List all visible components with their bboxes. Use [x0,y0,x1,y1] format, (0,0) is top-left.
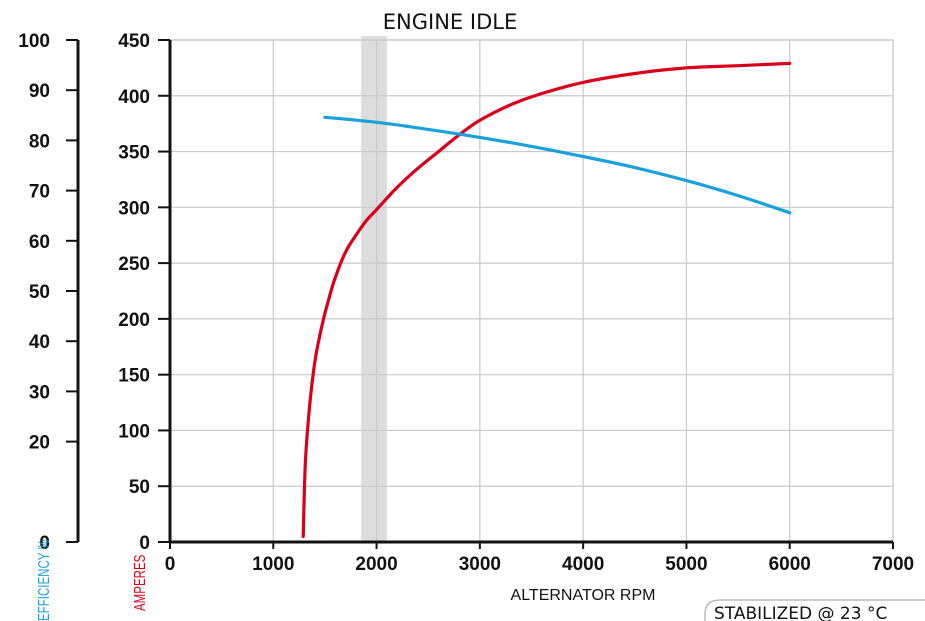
amperes-tick-label: 300 [118,198,150,219]
efficiency-tick-label: 80 [29,131,50,152]
x-tick-label: 1000 [252,554,294,575]
amperes-tick-label: 400 [118,87,150,108]
stabilized-note: STABILIZED @ 23 °C [704,599,925,621]
x-tick-label: 0 [165,554,176,575]
efficiency-tick-label: 60 [29,232,50,253]
amperes-tick-label: 0 [139,533,150,554]
x-tick-label: 4000 [562,554,604,575]
series-layer [301,61,792,538]
efficiency-tick-label: 50 [29,282,50,303]
x-tick-label: 7000 [872,554,914,575]
x-tick-label: 2000 [355,554,397,575]
stabilized-note-box [704,599,925,621]
x-tick-label: 3000 [459,554,501,575]
amperes-series-line [301,61,792,538]
efficiency-tick-label: 90 [29,81,50,102]
label-layer: 0 1000 2000 3000 4000 5000 6000 700005010015020… [18,31,914,575]
axes-layer [66,39,894,549]
efficiency-tick-label: 20 [29,433,50,454]
amperes-tick-label: 100 [118,421,150,442]
idle-band-layer [361,36,387,542]
plot-frame [169,39,894,543]
x-tick-label: 5000 [665,554,707,575]
amperes-tick-label: 150 [118,366,150,387]
efficiency-tick-label: 100 [18,31,50,52]
grid-layer [169,39,894,543]
amperes-tick-label: 350 [118,143,150,164]
stabilized-note-text: STABILIZED @ 23 °C [714,604,887,621]
amperes-axis-title: AMPERES [130,555,148,611]
x-axis-title: ALTERNATOR RPM [511,587,656,604]
x-tick-label: 6000 [769,554,811,575]
efficiency-axis-title: EFFICIENCY % [34,539,52,621]
efficiency-series-line [323,115,792,215]
chart-title: ENGINE IDLE [383,10,517,34]
efficiency-tick-label: 70 [29,182,50,203]
amperes-tick-label: 450 [118,31,150,52]
amperes-tick-label: 250 [118,254,150,275]
idle-rpm-band [361,36,387,542]
amperes-tick-label: 200 [118,310,150,331]
amperes-tick-label: 50 [129,477,150,498]
efficiency-tick-label: 30 [29,382,50,403]
efficiency-tick-label: 40 [29,332,50,353]
efficiency-tick-label: 0 [39,533,50,554]
